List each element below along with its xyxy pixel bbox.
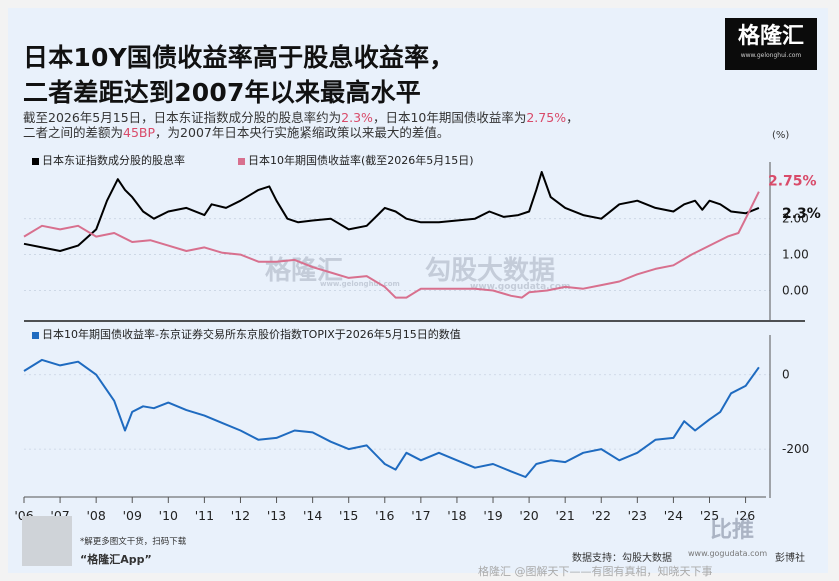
y-tick-label-p0-1: 1.00 [782,248,809,262]
y-tick-label-p1-0: 0 [782,368,790,382]
y-tick-label-p0-0: 0.00 [782,283,809,297]
x-tick-label-12: '18 [447,508,466,523]
x-tick-label-16: '22 [592,508,611,523]
x-tick-label-7: '13 [267,508,286,523]
x-tick-label-13: '19 [483,508,502,523]
footer-download-hint: *解更多图文干货，扫码下载 [80,537,187,547]
x-tick-label-6: '12 [231,508,250,523]
legend-jgb: 日本10年期国债收益率(截至2026年5月15日) [238,152,474,168]
x-tick-label-10: '16 [375,508,394,523]
x-tick-label-3: '09 [123,508,142,523]
footer-source-name: 彭博社 [775,553,805,564]
footer-source: 数据支持：勾股大数据 [572,553,672,564]
legend-dividend-label: 日本东证指数成分股的股息率 [42,154,185,167]
brand-logo: 格隆汇 www.gelonghui.com [725,18,817,70]
watermark-data: 勾股大数据 [425,256,556,286]
x-tick-label-15: '21 [556,508,575,523]
x-tick-label-8: '14 [303,508,322,523]
grid-layer [24,218,770,450]
x-tick-label-5: '11 [195,508,214,523]
x-tick-label-11: '17 [411,508,430,523]
subtitle-text-4: 二者之间的差额为 [23,125,124,140]
subtitle-text-3: ， [566,110,579,125]
label-layer: 2.75% 2.3% [768,174,821,222]
y-tick-label-p0-2: 2.00 [782,212,809,226]
x-tick-label-19: '25 [700,508,719,523]
chart-title-line-2: 二者差距达到2007年以来最高水平 [23,78,421,107]
x-tick-label-14: '20 [519,508,538,523]
x-tick-label-2: '08 [86,508,105,523]
watermark-data-url: www.gogudata.com [470,282,571,292]
series-line-p1-0 [23,358,760,478]
footer-bottom-watermark: 格隆汇 @图解天下——有图有真相，知晓天下事 [478,565,713,578]
subtitle-text-5: ，为2007年日本央行实施紧缩政策以来最大的差值。 [155,125,450,140]
subtitle-spread-value: 45BP [123,125,156,140]
legend-jgb-label: 日本10年期国债收益率(截至2026年5月15日) [248,154,474,167]
series-layer [23,171,760,478]
series-line-p0-0 [23,171,760,252]
legend-spread: 日本10年期国债收益率-东京证券交易所东京股价指数TOPIX于2026年5月15… [32,326,461,342]
x-tick-label-18: '24 [664,508,683,523]
subtitle-jgb-value: 2.75% [526,110,567,125]
brand-logo-url: www.gelonghui.com [740,52,802,59]
x-tick-label-9: '15 [339,508,358,523]
x-tick-label-4: '10 [159,508,178,523]
watermark-brand-url: www.gelonghui.com [320,280,400,288]
x-tick-label-20: '26 [736,508,755,523]
stamp-text: 比推 [710,518,755,543]
legend-dividend-swatch [32,157,39,165]
x-tick-label-17: '23 [628,508,647,523]
y-unit-label: (%) [772,130,789,141]
chart-title-line-1: 日本10Y国债收益率高于股息收益率， [23,43,455,72]
end-label-dividend: 2.3% [782,206,821,222]
axis-layer: 0.001.002.000-200(%)'06'07'08'09'10'11'1… [14,130,809,523]
subtitle-line-1: 截至2026年5月15日，日本东证指数成分股的股息率约为2.3%，日本10年期国… [23,110,579,125]
end-label-jgb: 2.75% [768,174,817,190]
legend-spread-swatch [32,331,39,339]
subtitle-line-2: 二者之间的差额为45BP，为2007年日本央行实施紧缩政策以来最大的差值。 [23,125,449,140]
subtitle-dividend-value: 2.3% [341,110,373,125]
subtitle-text-1: 截至2026年5月15日，日本东证指数成分股的股息率约为 [23,110,342,125]
legend-dividend: 日本东证指数成分股的股息率 [32,152,185,168]
subtitle-text-2: ，日本10年期国债收益率为 [372,110,527,125]
qr-code [22,516,72,566]
footer-source-url: www.gogudata.com [688,549,768,558]
footer-app-name: “格隆汇App” [80,553,152,566]
y-tick-label-p1-1: -200 [782,442,809,456]
brand-logo-text: 格隆汇 [737,24,804,49]
legend-spread-label: 日本10年期国债收益率-东京证券交易所东京股价指数TOPIX于2026年5月15… [42,328,461,341]
series-line-p0-1 [23,191,760,299]
legend-jgb-swatch [238,157,245,165]
